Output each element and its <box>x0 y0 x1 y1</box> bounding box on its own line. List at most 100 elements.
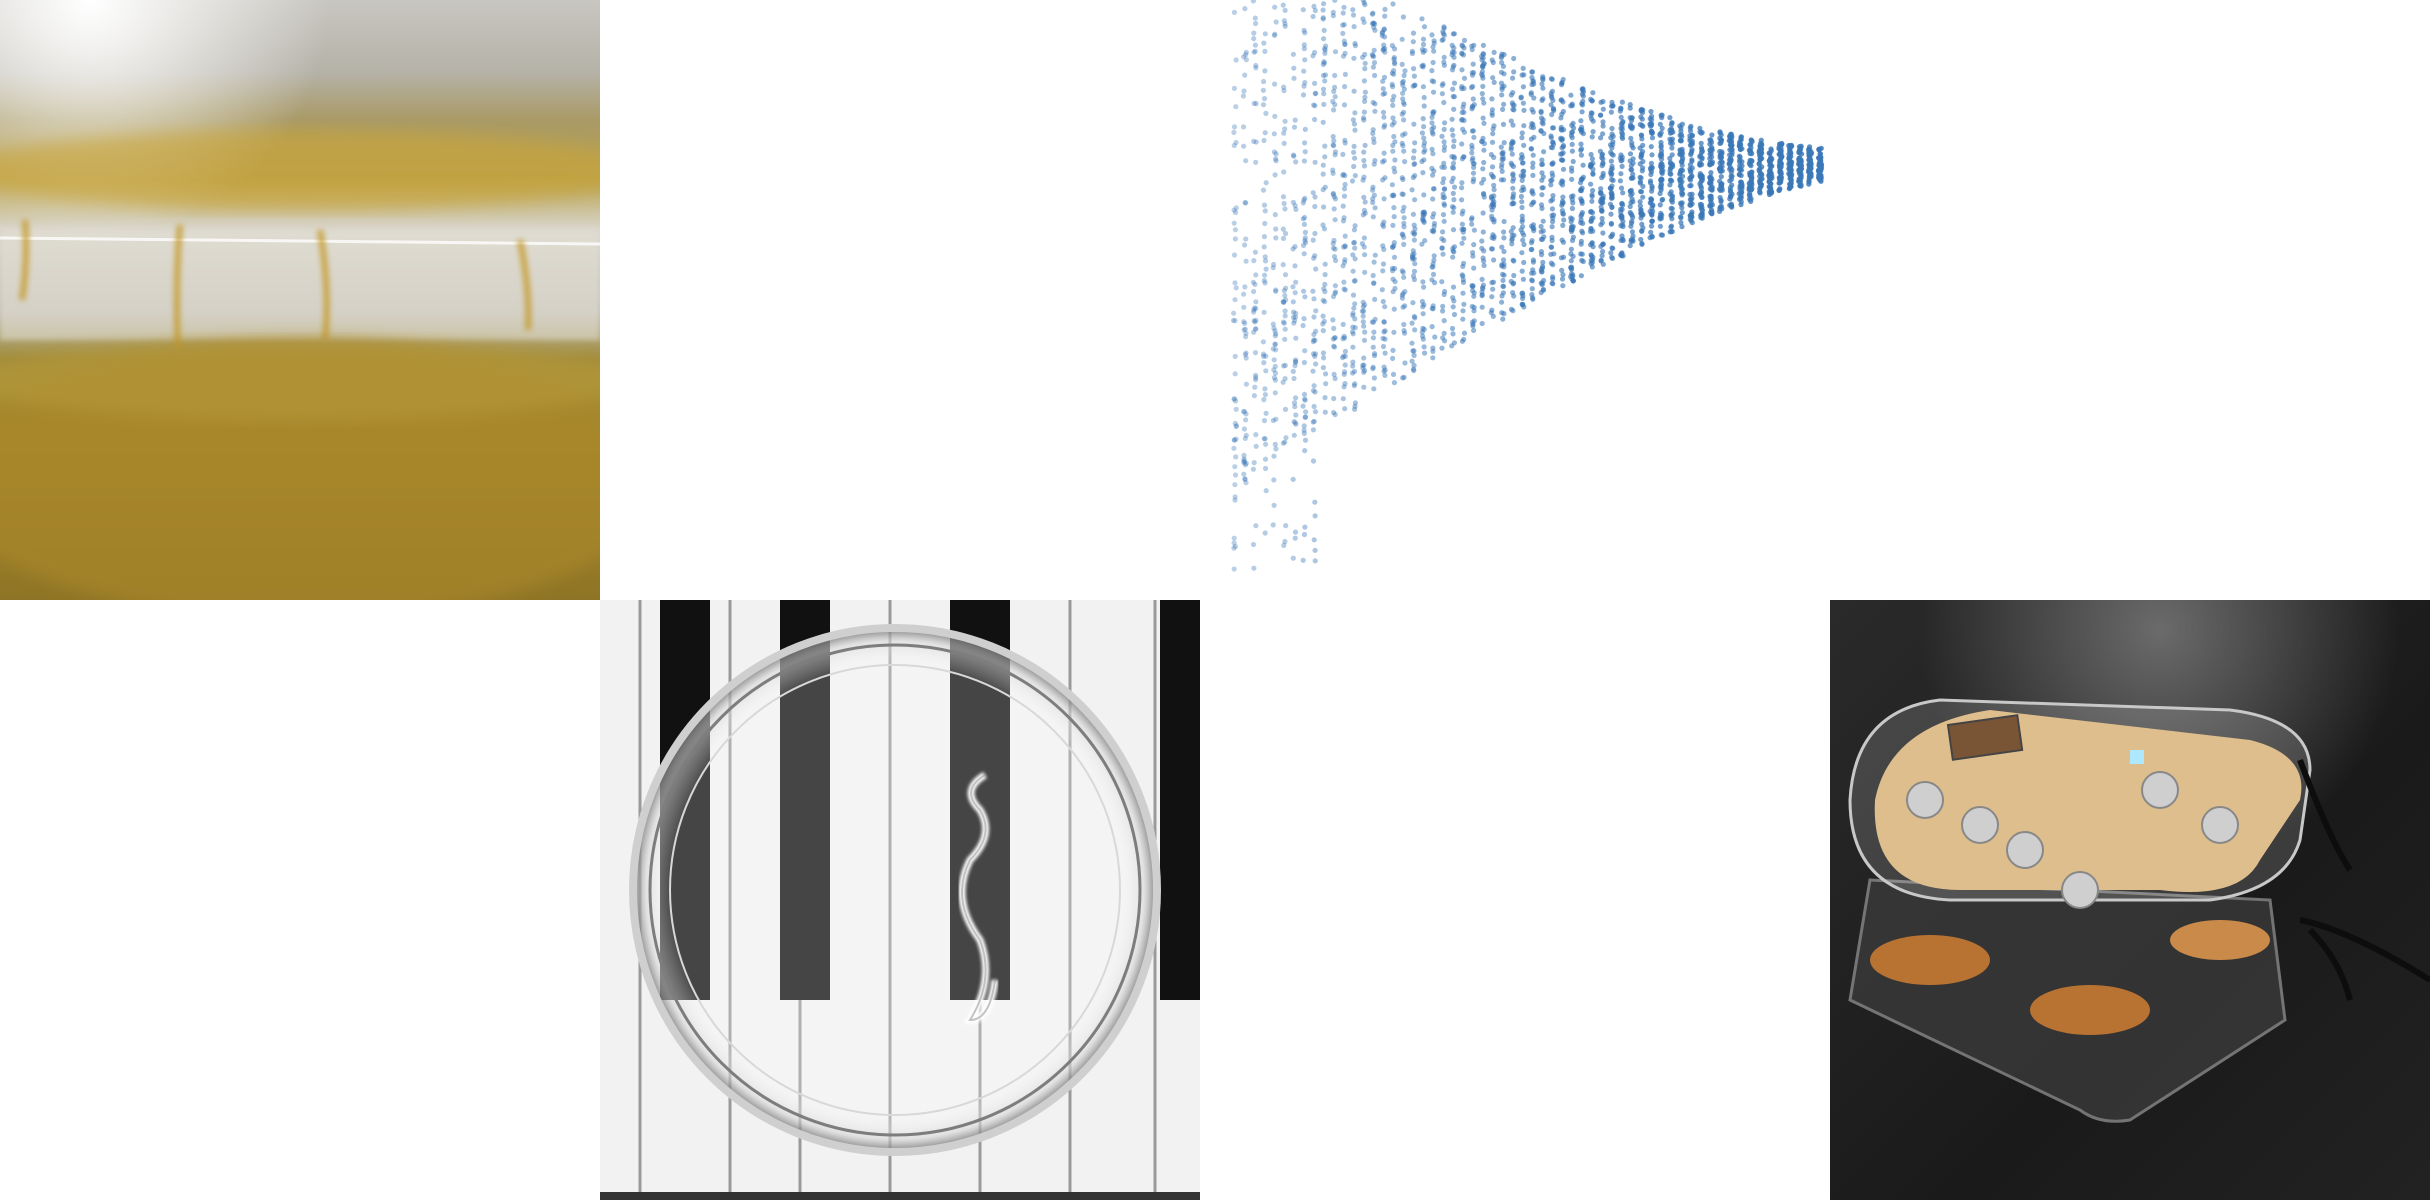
scatter-point <box>1381 364 1387 370</box>
scatter-point <box>1361 157 1367 164</box>
scatter-point <box>1350 363 1356 369</box>
scatter-point <box>1619 99 1625 105</box>
scatter-point <box>1361 163 1368 169</box>
scatter-point <box>1599 220 1605 226</box>
scatter-point <box>1439 133 1445 139</box>
scatter-point <box>1241 452 1247 458</box>
scatter-point <box>1243 411 1249 417</box>
scatter-point <box>1232 420 1238 426</box>
scatter-point <box>1381 319 1387 325</box>
scatter-point <box>1232 236 1238 242</box>
scatter-point <box>1441 318 1447 324</box>
scatter-point <box>1471 227 1477 233</box>
scatter-point <box>1321 318 1327 324</box>
scatter-point <box>1471 242 1477 248</box>
scatter-point <box>1382 304 1388 310</box>
scatter-point <box>1610 152 1616 158</box>
scatter-point <box>1568 194 1575 200</box>
scatter-point <box>1687 191 1693 198</box>
scatter-point <box>1569 129 1576 135</box>
scatter-point <box>1549 170 1555 176</box>
scatter-point <box>1311 403 1317 410</box>
scatter-point <box>1501 235 1507 241</box>
scatter-point <box>1253 372 1259 378</box>
scatter-point <box>1488 246 1495 252</box>
scatter-point <box>1440 303 1446 309</box>
scatter-point <box>1669 196 1675 202</box>
scatter-point <box>1679 210 1685 216</box>
scatter-point <box>1590 171 1596 177</box>
scatter-point <box>1429 68 1435 74</box>
scatter-point <box>1380 78 1386 84</box>
scatter-point <box>1667 168 1673 174</box>
scatter-point <box>1361 149 1367 155</box>
scatter-point <box>1718 154 1724 161</box>
scatter-point <box>1600 230 1606 236</box>
scatter-point <box>1560 166 1567 172</box>
scatter-point <box>1461 330 1468 336</box>
scatter-point <box>1282 126 1288 132</box>
scatter-point <box>1352 406 1358 412</box>
scatter-point <box>1590 118 1596 124</box>
scatter-point <box>1479 139 1485 145</box>
scatter-point <box>1241 460 1247 466</box>
scatter-point <box>1749 139 1755 145</box>
scatter-point <box>1608 211 1614 217</box>
scatter-point <box>1450 254 1456 260</box>
scatter-point <box>1272 31 1278 37</box>
scatter-point <box>1301 288 1307 294</box>
scatter-point <box>1382 328 1388 334</box>
scatter-point <box>1253 101 1259 107</box>
scatter-point <box>1262 392 1268 398</box>
scatter-point <box>1342 41 1348 48</box>
scatter-point <box>1578 220 1584 226</box>
scatter-point <box>1293 357 1299 363</box>
scatter-point <box>1500 316 1506 322</box>
scatter-point <box>1271 367 1277 373</box>
scatter-point <box>1619 201 1625 207</box>
scatter-point <box>1400 208 1406 214</box>
scatter-point <box>1389 182 1395 188</box>
scatter-point <box>1312 558 1318 564</box>
scatter-point <box>1491 123 1497 129</box>
scatter-point <box>1798 145 1804 151</box>
scatter-point <box>1539 236 1546 242</box>
scatter-point <box>1451 45 1457 51</box>
scatter-point <box>1300 92 1307 98</box>
scatter-point <box>1312 547 1318 553</box>
scatter-point <box>1399 36 1405 42</box>
scatter-point <box>1470 61 1476 67</box>
scatter-point <box>1410 273 1417 279</box>
scatter-point <box>1311 418 1317 424</box>
scatter-point <box>1290 368 1296 374</box>
scatter-point <box>1430 196 1436 202</box>
scatter-point <box>1391 193 1397 199</box>
scatter-point <box>1271 261 1277 268</box>
scatter-point <box>1271 477 1277 483</box>
scatter-point <box>1489 107 1495 113</box>
scatter-point <box>1332 246 1338 252</box>
scatter-point <box>1539 205 1545 211</box>
scatter-point <box>1360 16 1366 22</box>
scatter-point <box>1520 65 1526 71</box>
scatter-point <box>1232 227 1238 233</box>
scatter-point <box>1548 198 1554 204</box>
scatter-point <box>1451 154 1457 160</box>
scatter-point <box>1480 42 1486 49</box>
scatter-point <box>1251 393 1257 399</box>
scatter-point <box>1391 56 1397 62</box>
scatter-point <box>1340 355 1346 361</box>
scatter-point <box>1629 196 1635 202</box>
scatter-point <box>1508 118 1514 124</box>
scatter-point <box>1807 144 1813 150</box>
scatter-point <box>1620 190 1626 196</box>
scatter-point <box>1332 94 1338 100</box>
scatter-point <box>1399 268 1405 274</box>
scatter-point <box>1300 200 1306 206</box>
scatter-point <box>1450 190 1456 196</box>
scatter-point <box>1262 31 1268 37</box>
scatter-point <box>1678 168 1684 174</box>
scatter-point <box>1449 116 1455 122</box>
scatter-point <box>1273 288 1279 294</box>
scatter-point <box>1272 333 1278 339</box>
